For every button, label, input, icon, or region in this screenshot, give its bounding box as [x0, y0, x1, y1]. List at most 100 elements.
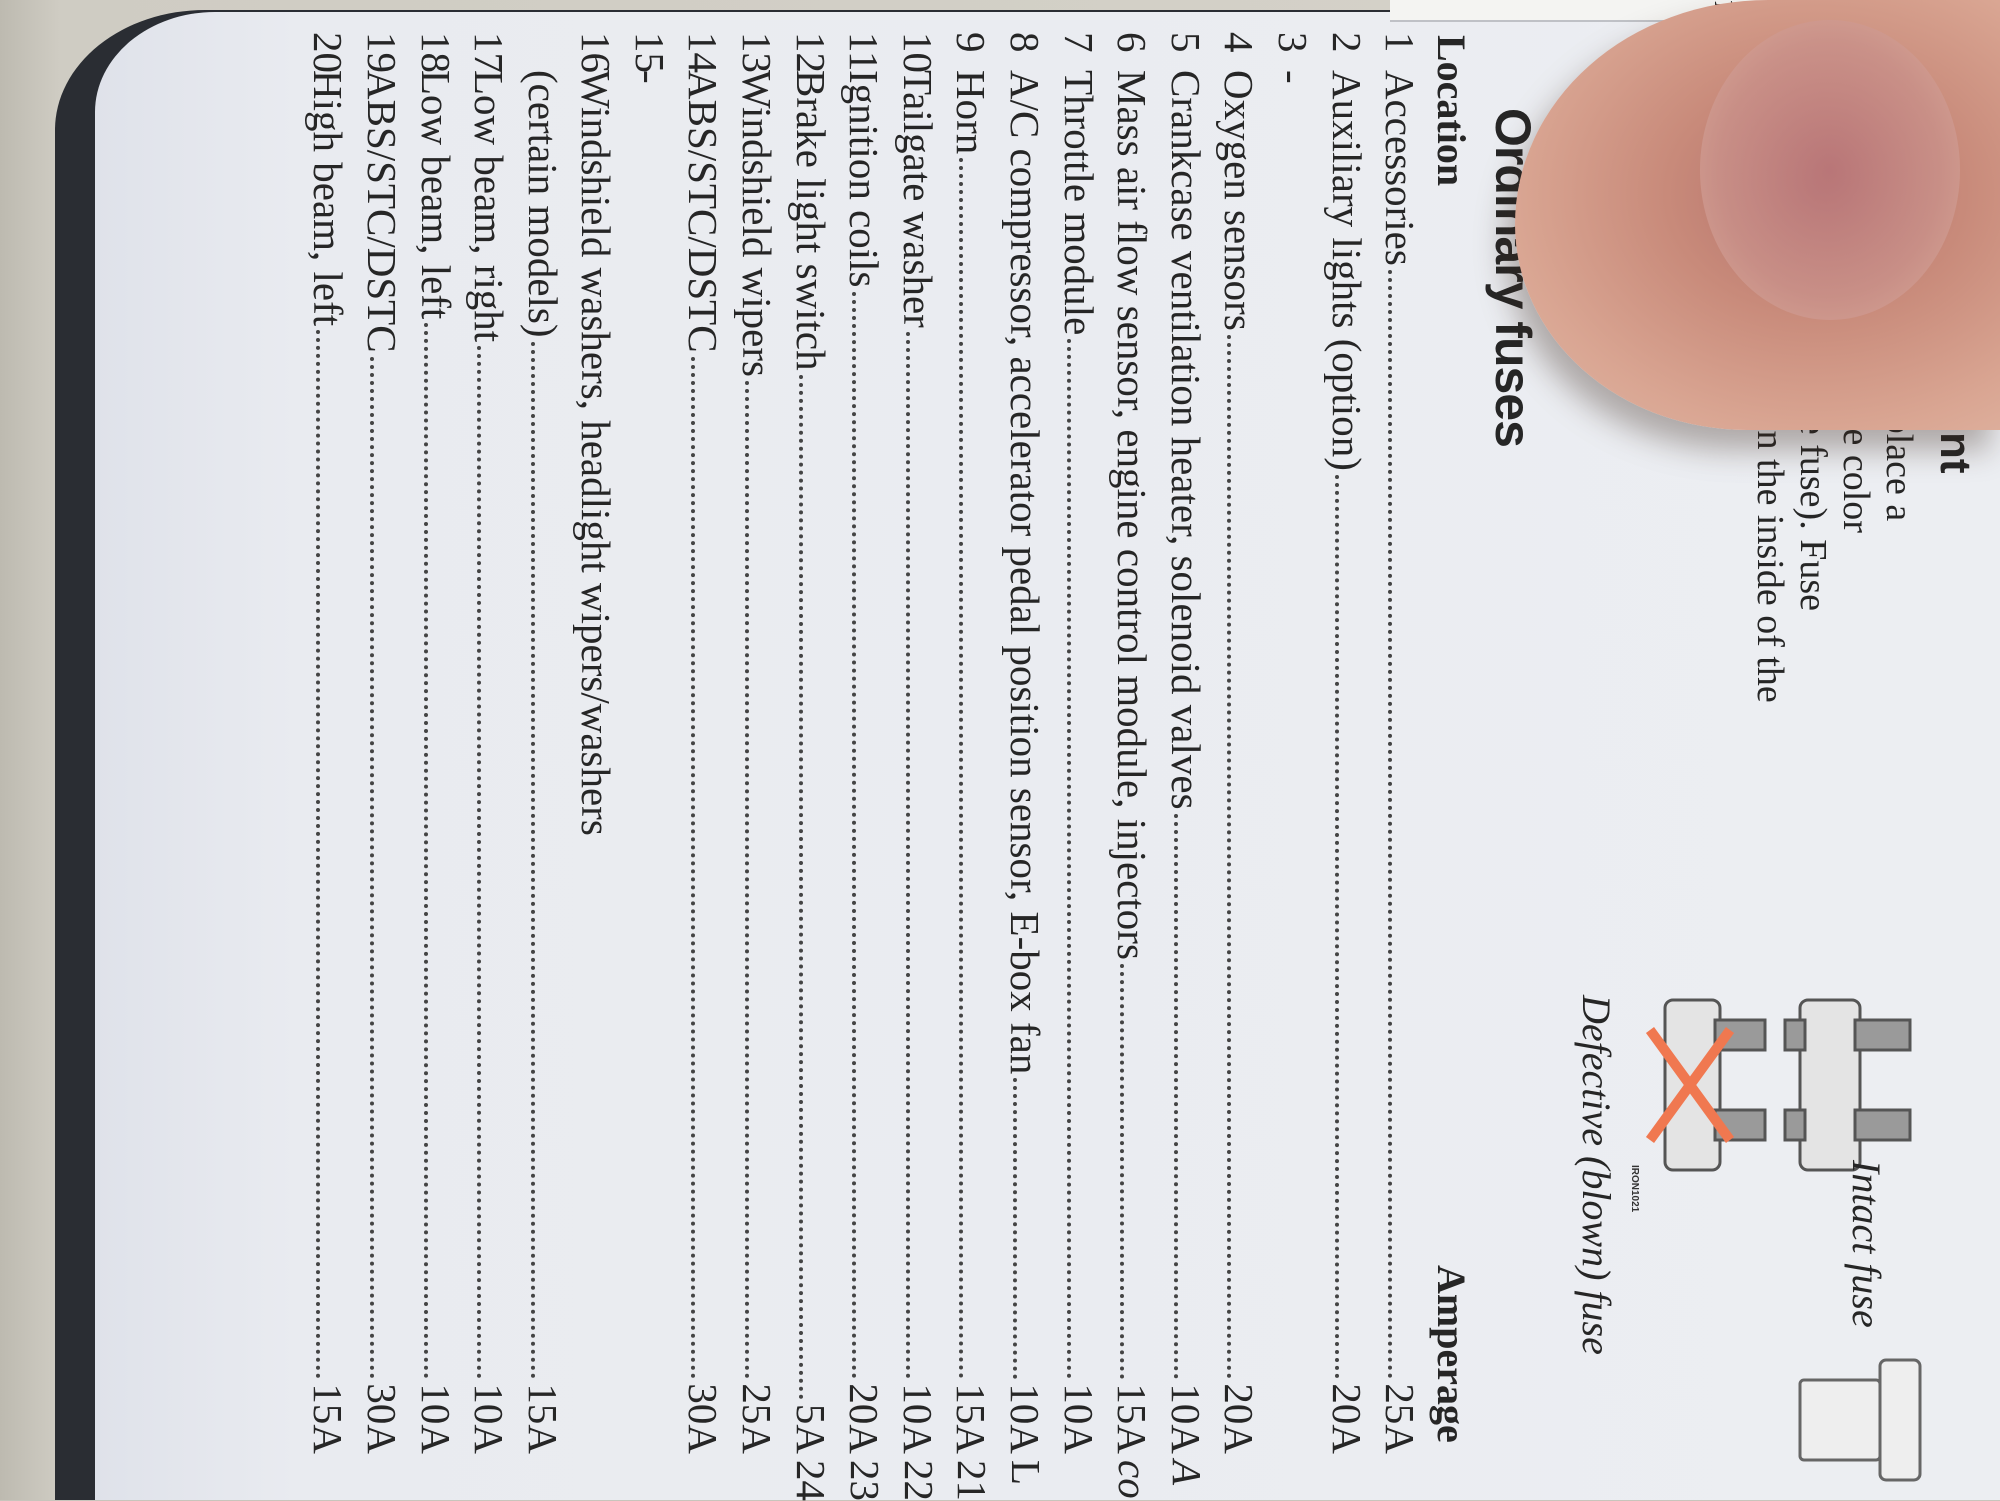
fuse-number: 13	[734, 32, 781, 73]
fuse-location: Brake light switch	[787, 70, 834, 371]
fuse-number: 11	[841, 32, 888, 72]
fuse-amperage: 15A	[305, 1383, 352, 1454]
fuse-amperage: 10A	[1002, 1383, 1049, 1454]
fuse-amperage: 10A	[412, 1383, 459, 1454]
fuse-location: (certain models)	[519, 70, 566, 338]
fuse-number: 8	[1002, 32, 1049, 53]
fuse-location: ABS/STC/DSTC	[358, 70, 405, 353]
fuse-amperage: 15A	[948, 1383, 995, 1454]
table-row: 7 Throttle module 10A	[1052, 32, 1106, 1454]
fuse-table: 1 Accessories 25A 2 Auxiliary lights (option…	[302, 32, 1427, 1454]
fuse-location: Accessories	[1377, 70, 1424, 266]
dot-leader	[477, 346, 482, 1380]
fuse-number: 16	[573, 32, 620, 73]
fuse-number: 4	[1216, 32, 1263, 53]
dot-leader	[852, 291, 857, 1380]
fuse-amperage: 10A	[894, 1383, 941, 1454]
fuse-amperage: 10A	[466, 1383, 513, 1454]
table-row: 6 Mass air flow sensor, engine control mo…	[1105, 32, 1159, 1454]
fuse-location: A/C compressor, accelerator pedal positi…	[1002, 70, 1049, 1075]
fuse-number: 3	[1270, 32, 1317, 53]
fuse-location: Oxygen sensors	[1216, 70, 1263, 331]
fuse-number: 17	[466, 32, 513, 73]
dot-leader	[1066, 339, 1071, 1380]
next-page-text-fragment: co	[1110, 1460, 1156, 1499]
table-row: 1 Accessories 25A	[1373, 32, 1427, 1454]
fuse-amperage: 20A	[841, 1383, 888, 1454]
fuse-amperage: 15A	[1109, 1383, 1156, 1454]
fuse-number: 10	[894, 32, 941, 73]
fuse-number: 14	[680, 32, 727, 73]
fuse-number: 9	[948, 32, 995, 53]
fuse-number: 7	[1055, 32, 1102, 53]
fuse-location: Low beam, left	[412, 70, 459, 320]
dot-leader	[798, 374, 803, 1400]
fuse-number: 18	[412, 32, 459, 73]
table-row: 14 ABS/STC/DSTC 30A	[677, 32, 731, 1454]
fuse-location: Crankcase ventilation heater, solenoid v…	[1162, 70, 1209, 810]
fuse-illustration	[1645, 998, 1922, 1482]
next-page-text-fragment: L	[1002, 1460, 1049, 1486]
dot-leader	[959, 158, 964, 1380]
table-row: (certain models) 15A	[516, 32, 570, 1454]
next-page-text-fragment: 22	[895, 1460, 942, 1501]
fuse-amperage: 20A	[1323, 1383, 1370, 1454]
fuse-number: 19	[358, 32, 405, 73]
fuse-location: Auxiliary lights (option)	[1323, 70, 1370, 471]
fuse-number: 12	[787, 32, 834, 73]
section-heading-fragment: nt	[1931, 432, 1980, 474]
table-row: 5 Crankcase ventilation heater, solenoid …	[1159, 32, 1213, 1454]
table-row: 15-	[623, 32, 677, 1454]
defective-fuse-caption: Defective (blown) fuse	[1574, 995, 1619, 1355]
intact-fuse-icon	[1783, 998, 1912, 1172]
fuse-number: 5	[1162, 32, 1209, 53]
next-page-text-fragment: 24	[788, 1460, 835, 1501]
fuse-amperage: 5A	[787, 1403, 834, 1454]
dot-leader	[691, 356, 696, 1380]
table-row: 17 Low beam, right 10A	[462, 32, 516, 1454]
dot-leader	[1334, 474, 1339, 1380]
dot-leader	[1013, 1078, 1018, 1380]
fuse-location: Horn	[948, 70, 995, 155]
fuse-amperage: 10A	[1162, 1383, 1209, 1454]
fuse-number: 1	[1377, 32, 1424, 53]
fuse-location: Throttle module	[1055, 70, 1102, 336]
table-row: 12 Brake light switch 5A	[784, 32, 838, 1454]
column-header-location: Location	[1429, 35, 1474, 187]
thumbnail	[1700, 20, 1960, 320]
dot-leader	[1227, 334, 1232, 1380]
fuse-puller-icon	[1798, 1358, 1922, 1482]
fuse-number: 20	[305, 32, 352, 73]
dot-leader	[905, 331, 910, 1380]
dot-leader	[1388, 269, 1393, 1380]
dot-leader	[369, 356, 374, 1380]
fuse-location: Tailgate washer	[894, 70, 941, 328]
fuse-location: ABS/STC/DSTC	[680, 70, 727, 353]
table-row: 16 Windshield washers, headlight wipers/w…	[570, 32, 624, 1454]
fuse-amperage: 20A	[1216, 1383, 1263, 1454]
dot-leader	[423, 323, 428, 1380]
table-row: 20 High beam, left 15A	[302, 32, 356, 1454]
table-row: 9 Horn 15A	[945, 32, 999, 1454]
table-row: 18 Low beam, left 10A	[409, 32, 463, 1454]
column-header-amperage: Amperage	[1429, 1265, 1474, 1443]
fuse-location: -	[626, 70, 673, 84]
fuse-number: 15	[626, 32, 673, 73]
table-row: 13 Windshield wipers 25A	[730, 32, 784, 1454]
fuse-number: 6	[1109, 32, 1156, 53]
blown-fuse-icon	[1645, 998, 1767, 1172]
fuse-amperage: 15A	[519, 1383, 566, 1454]
table-row: 19 ABS/STC/DSTC 30A	[355, 32, 409, 1454]
next-page-text-fragment: A	[1163, 1460, 1210, 1486]
intact-fuse-caption: Intact fuse	[1844, 1160, 1889, 1328]
fuse-location: Windshield washers, headlight wipers/was…	[573, 70, 620, 836]
table-row: 8 A/C compressor, accelerator pedal posit…	[998, 32, 1052, 1454]
dot-leader	[1173, 813, 1178, 1380]
fuse-location: -	[1270, 70, 1317, 84]
fuse-location: Mass air flow sensor, engine control mod…	[1109, 70, 1156, 960]
dot-leader	[530, 341, 535, 1380]
next-page-text-fragment: 21	[949, 1460, 996, 1501]
fuse-location: High beam, left	[305, 70, 352, 327]
fuse-amperage: 25A	[734, 1383, 781, 1454]
